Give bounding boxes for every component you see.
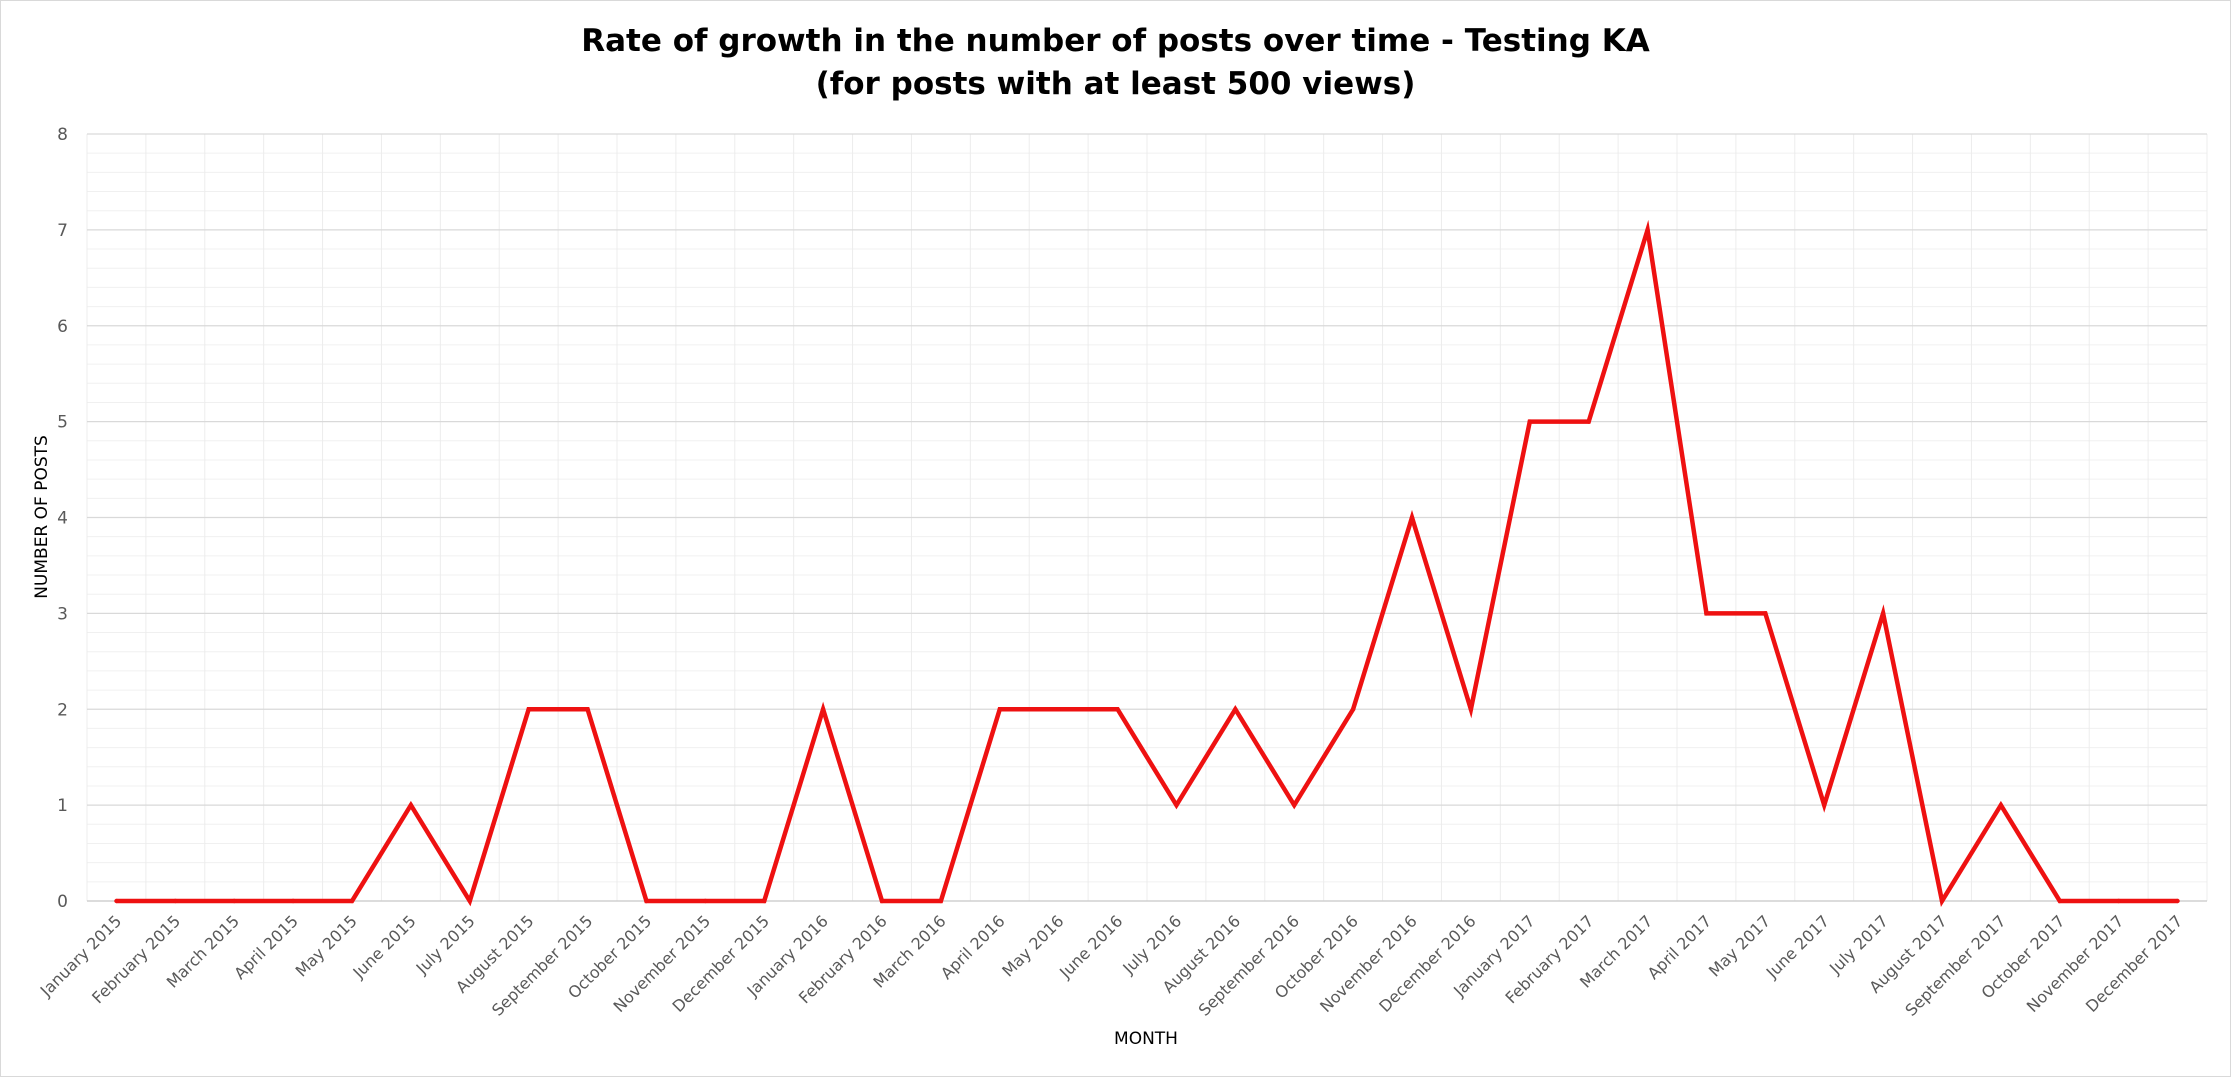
- data-point: [1645, 227, 1650, 233]
- data-point: [232, 898, 237, 904]
- data-point: [1586, 419, 1591, 424]
- data-point: [1763, 611, 1768, 616]
- data-point: [1939, 898, 1945, 904]
- data-point: [408, 802, 414, 808]
- x-tick-label: April 2017: [1644, 911, 1716, 983]
- x-tick-label: September 2015: [488, 911, 596, 1019]
- x-tick-label: September 2016: [1195, 911, 1303, 1019]
- x-tick-label: June 2015: [349, 911, 420, 982]
- y-tick-label: 8: [57, 125, 68, 145]
- data-point: [997, 707, 1002, 712]
- data-point: [1350, 707, 1356, 712]
- x-tick-label: June 2016: [1055, 911, 1126, 982]
- data-point: [1880, 611, 1886, 616]
- chart-title: Rate of growth in the number of posts ov…: [0, 20, 2231, 106]
- data-point: [290, 898, 296, 904]
- data-point: [1527, 419, 1532, 424]
- series-layer: [114, 219, 2180, 908]
- chart-title-line: Rate of growth in the number of posts ov…: [581, 23, 1650, 59]
- data-point: [1822, 802, 1827, 808]
- x-axis-label: MONTH: [1114, 1029, 1178, 1049]
- chart-subtitle-line: (for posts with at least 500 views): [815, 66, 1416, 102]
- data-point: [644, 898, 649, 904]
- data-point: [879, 898, 885, 904]
- data-point: [938, 898, 944, 904]
- y-tick-label: 6: [57, 317, 68, 337]
- y-tick-label: 5: [57, 413, 68, 433]
- y-tick-label: 0: [57, 892, 68, 912]
- data-point: [349, 898, 355, 904]
- data-point: [467, 898, 472, 904]
- y-tick-label: 1: [57, 796, 68, 816]
- data-point: [1056, 707, 1061, 712]
- data-point: [1704, 611, 1709, 616]
- minor-gridlines: [86, 134, 2208, 901]
- data-point: [703, 898, 708, 904]
- data-point: [114, 898, 119, 904]
- data-point: [585, 707, 590, 712]
- data-point: [1468, 707, 1474, 712]
- x-tick-label: September 2017: [1901, 911, 2009, 1019]
- data-point: [820, 707, 826, 712]
- data-point: [526, 707, 531, 712]
- data-point: [2057, 898, 2062, 904]
- x-tick-label: June 2017: [1762, 911, 1833, 982]
- data-point: [2175, 898, 2180, 904]
- y-tick-label: 3: [57, 604, 68, 624]
- y-tick-label: 4: [57, 509, 68, 529]
- data-point: [1409, 515, 1415, 520]
- data-point: [1233, 707, 1238, 712]
- data-point: [1998, 802, 2004, 808]
- data-point: [762, 898, 767, 904]
- data-point: [1115, 707, 1120, 712]
- series-line: [116, 219, 2178, 908]
- data-point: [1174, 802, 1179, 808]
- x-tick-label: April 2015: [230, 911, 302, 983]
- y-tick-label: 7: [57, 221, 68, 241]
- y-axis-label: NUMBER OF POSTS: [32, 435, 52, 599]
- data-point: [1292, 802, 1297, 808]
- major-gridlines: [87, 133, 2207, 902]
- y-tick-label: 2: [57, 700, 68, 720]
- y-axis-ticks: 0 1 2 3 4 5 6 7 8: [57, 125, 68, 912]
- data-point: [2116, 898, 2121, 904]
- data-point: [173, 898, 178, 904]
- x-tick-label: April 2016: [937, 911, 1009, 983]
